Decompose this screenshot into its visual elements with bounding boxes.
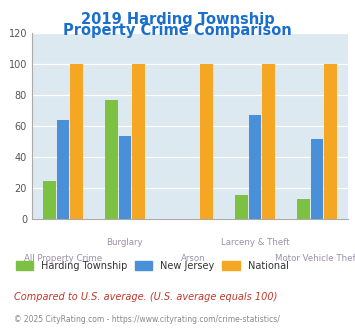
Text: Arson: Arson — [181, 254, 205, 263]
Bar — [324, 64, 337, 219]
Bar — [200, 64, 213, 219]
Text: © 2025 CityRating.com - https://www.cityrating.com/crime-statistics/: © 2025 CityRating.com - https://www.city… — [14, 315, 280, 324]
Text: Larceny & Theft: Larceny & Theft — [221, 238, 289, 247]
Bar — [119, 136, 131, 219]
Text: Burglary: Burglary — [106, 238, 143, 247]
Text: Motor Vehicle Theft: Motor Vehicle Theft — [275, 254, 355, 263]
Bar — [43, 181, 56, 219]
Bar — [262, 64, 275, 219]
Bar — [70, 64, 83, 219]
Legend: Harding Township, New Jersey, National: Harding Township, New Jersey, National — [16, 261, 288, 271]
Bar — [235, 195, 248, 219]
Text: Property Crime Comparison: Property Crime Comparison — [63, 23, 292, 38]
Text: 2019 Harding Township: 2019 Harding Township — [81, 12, 274, 26]
Bar — [297, 199, 310, 219]
Bar — [105, 100, 118, 219]
Bar — [132, 64, 145, 219]
Bar — [311, 139, 323, 219]
Bar — [57, 120, 69, 219]
Bar — [249, 115, 261, 219]
Text: All Property Crime: All Property Crime — [24, 254, 102, 263]
Text: Compared to U.S. average. (U.S. average equals 100): Compared to U.S. average. (U.S. average … — [14, 292, 278, 302]
